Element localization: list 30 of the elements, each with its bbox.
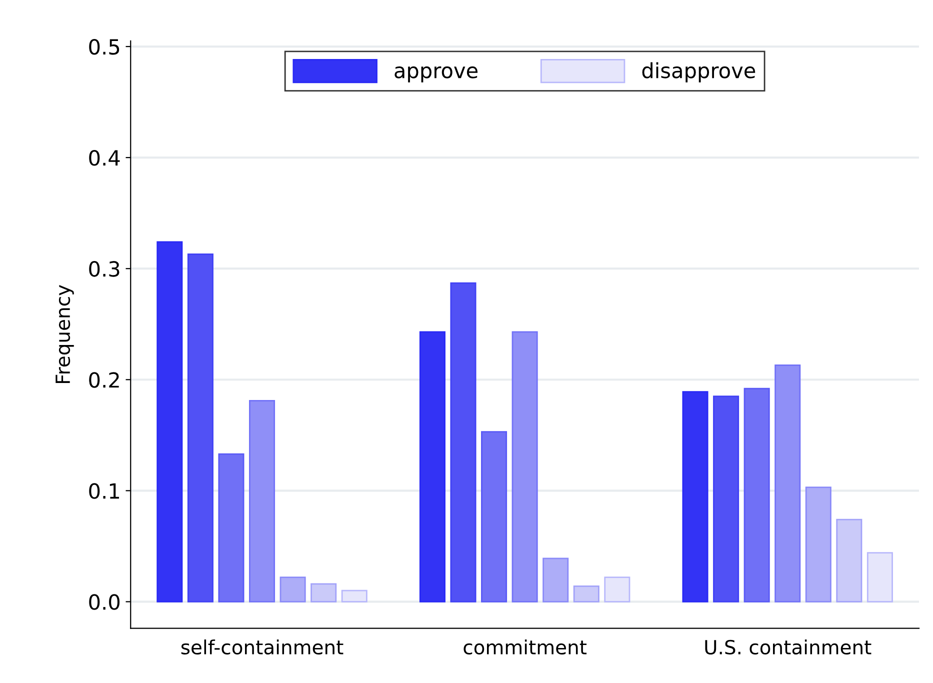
y-tick-label: 0.4 — [89, 150, 120, 166]
bar — [542, 558, 569, 602]
legend-label: approve — [394, 66, 478, 82]
y-tick-label: 0.1 — [89, 483, 119, 499]
bar — [249, 400, 276, 602]
bar — [805, 486, 832, 602]
legend-label: disapprove — [642, 62, 756, 82]
bar — [450, 282, 476, 602]
x-tick-label: U.S. containment — [705, 639, 872, 655]
bar — [310, 583, 337, 602]
bar — [512, 331, 538, 602]
bar — [218, 453, 244, 602]
bar — [419, 331, 446, 602]
bar — [836, 518, 862, 602]
y-tick-label: 0.5 — [89, 38, 120, 55]
y-axis-title: Frequency — [56, 285, 74, 383]
y-tick-label: 0.3 — [89, 261, 120, 277]
bar — [280, 576, 306, 602]
y-tick-label: 0.2 — [89, 372, 119, 388]
x-tick-label: commitment — [464, 639, 587, 655]
bar — [774, 364, 801, 602]
bar — [481, 431, 508, 602]
bar — [682, 391, 708, 602]
x-tick-label: self-containment — [181, 639, 344, 655]
bar — [187, 253, 214, 602]
bar — [156, 241, 183, 602]
bar — [744, 388, 770, 602]
bar — [573, 585, 600, 602]
y-tick-label: 0.0 — [89, 594, 120, 610]
bar — [713, 396, 740, 602]
